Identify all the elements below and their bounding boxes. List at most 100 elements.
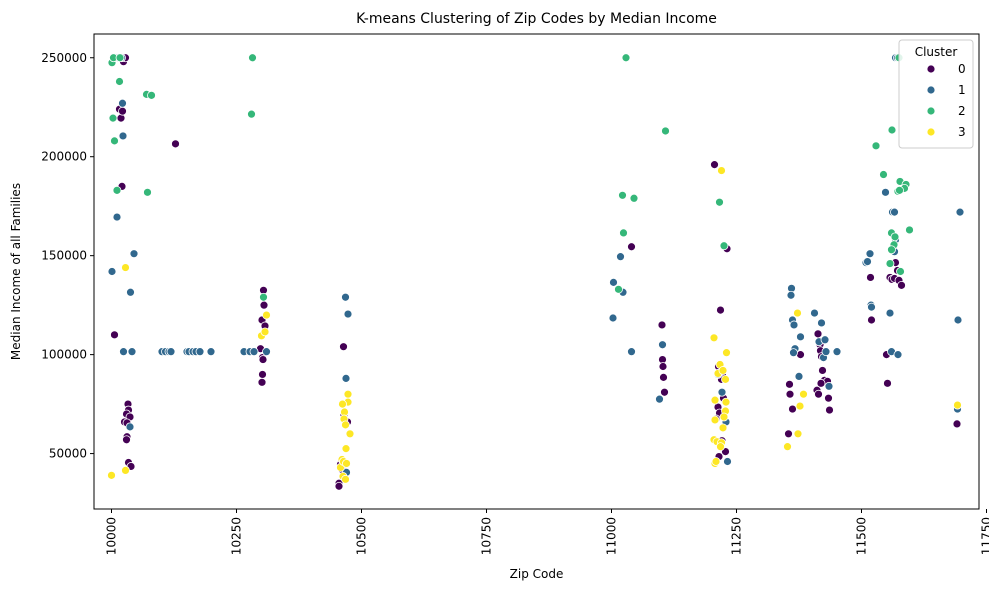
data-point [824, 381, 834, 391]
chart-title: K-means Clustering of Zip Codes by Media… [356, 11, 717, 27]
data-point [719, 412, 729, 422]
data-point [818, 366, 827, 375]
data-point [905, 225, 914, 235]
data-point [257, 377, 267, 387]
data-point [343, 309, 353, 319]
data-point [825, 405, 834, 415]
data-point [885, 259, 895, 268]
data-point [171, 139, 180, 149]
data-point [710, 160, 719, 170]
data-point [871, 141, 881, 151]
data-point [867, 302, 876, 312]
data-point [796, 332, 805, 342]
data-point [206, 347, 216, 357]
x-tick-label: 11500 [855, 517, 869, 555]
data-point [342, 459, 351, 468]
data-point [890, 232, 900, 242]
data-point [118, 98, 127, 108]
data-point [832, 347, 842, 357]
data-point [719, 241, 729, 251]
x-tick-label: 11750 [980, 517, 989, 555]
data-point [709, 333, 719, 343]
legend-title: Cluster [915, 45, 958, 59]
data-point [821, 347, 831, 357]
data-point [341, 292, 350, 302]
data-point [107, 470, 116, 480]
data-point [112, 185, 122, 195]
data-point [258, 370, 267, 379]
data-point [952, 419, 962, 429]
data-point [143, 187, 152, 197]
data-point [953, 400, 962, 410]
data-point [338, 399, 347, 409]
data-point [953, 315, 963, 325]
y-tick-label: 250000 [41, 51, 87, 65]
cluster-3-series [107, 166, 962, 484]
data-point [783, 442, 792, 452]
data-point [793, 429, 803, 439]
data-point [619, 228, 628, 238]
data-point [115, 77, 124, 86]
data-point [659, 372, 668, 382]
legend-label: 0 [958, 62, 966, 76]
data-point [614, 284, 623, 294]
data-point [166, 347, 176, 357]
data-point [260, 327, 270, 337]
data-point [887, 125, 897, 135]
data-point [718, 423, 728, 433]
data-point [717, 387, 727, 397]
data-point [107, 267, 117, 276]
x-tick-label: 10000 [105, 517, 119, 555]
data-point [658, 340, 667, 350]
data-point [883, 378, 892, 388]
data-point [249, 347, 259, 357]
cluster-1-series [107, 53, 965, 477]
data-point [895, 185, 904, 195]
data-point [341, 373, 351, 383]
data-point [262, 310, 271, 320]
x-tick-label: 11000 [605, 517, 619, 555]
data-point [248, 53, 257, 63]
data-point [721, 397, 731, 407]
data-point [820, 335, 830, 345]
data-point [110, 330, 119, 340]
data-point [129, 249, 139, 259]
legend-marker [926, 127, 936, 137]
data-point [660, 387, 669, 397]
data-point [814, 389, 823, 399]
x-axis-ticks: 10000 10250 10500 10750 11000 11250 11500 11750 [105, 509, 989, 555]
data-point [127, 347, 137, 357]
data-point [799, 389, 808, 399]
data-point [262, 347, 271, 357]
data-point [608, 313, 618, 323]
data-point [717, 166, 726, 175]
data-point [657, 320, 667, 330]
data-point [341, 444, 351, 454]
data-point [258, 355, 268, 364]
data-point [627, 242, 636, 252]
plot-frame [93, 33, 980, 510]
data-point [813, 329, 823, 339]
data-point [118, 131, 128, 141]
data-point [723, 457, 732, 466]
x-tick-label: 10750 [480, 517, 494, 555]
data-point [341, 420, 350, 430]
legend-marker [926, 64, 936, 74]
data-point [817, 318, 826, 328]
data-point [867, 315, 876, 325]
legend-label: 3 [958, 125, 966, 139]
data-point [879, 170, 888, 179]
legend: Cluster 0 1 2 3 [898, 39, 974, 149]
y-axis-label: Median Income of all Families [9, 183, 23, 360]
data-point [195, 347, 205, 357]
data-point [345, 429, 355, 439]
data-point [110, 136, 119, 146]
data-point [793, 308, 802, 318]
data-point [629, 193, 639, 203]
data-point [618, 190, 627, 200]
data-point [343, 389, 353, 399]
data-point [786, 290, 796, 300]
x-tick-label: 10500 [355, 517, 369, 555]
y-tick-label: 200000 [41, 150, 87, 164]
y-tick-label: 50000 [49, 447, 87, 461]
